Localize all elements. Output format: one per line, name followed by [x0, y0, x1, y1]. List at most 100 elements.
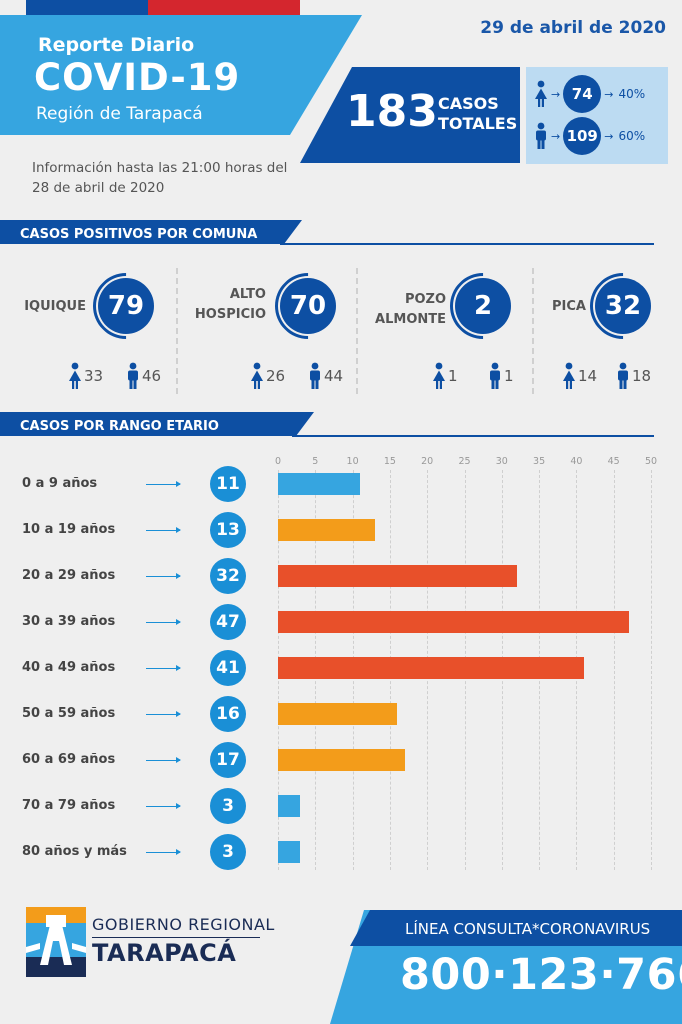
org-name-line2: TARAPACÁ	[92, 939, 237, 967]
comuna-total: 32	[595, 278, 651, 334]
age-bar	[278, 795, 301, 817]
report-region: Región de Tarapacá	[36, 104, 203, 124]
age-range-label: 10 a 19 años	[22, 522, 116, 537]
age-range-label: 70 a 79 años	[22, 798, 116, 813]
x-tick-label: 25	[458, 456, 471, 467]
x-tick-label: 35	[533, 456, 546, 467]
gender-breakdown: → 74 → 40% → 109 → 60%	[526, 67, 668, 164]
age-range-label: 60 a 69 años	[22, 752, 116, 767]
age-count-label: 41	[210, 650, 246, 686]
comunas-section-header	[0, 220, 654, 245]
age-bar	[278, 519, 375, 541]
comuna-name: PICA	[552, 299, 586, 314]
gridline	[613, 470, 615, 870]
comuna-total: 79	[98, 278, 154, 334]
comuna-male-stat: 46	[126, 362, 161, 390]
regional-government-logo	[26, 907, 86, 977]
age-bar	[278, 657, 584, 679]
header-background	[0, 15, 520, 163]
comuna-male-stat: 44	[308, 362, 343, 390]
female-percent: 40%	[618, 87, 646, 101]
comuna-total: 70	[280, 278, 336, 334]
arrow-icon	[146, 757, 181, 763]
age-range-label: 50 a 59 años	[22, 706, 116, 721]
comuna-female-stat: 14	[562, 362, 597, 390]
age-bar	[278, 611, 629, 633]
age-count-label: 3	[210, 788, 246, 824]
divider	[176, 268, 178, 394]
x-tick-label: 0	[274, 456, 282, 467]
male-row: → 109 → 60%	[534, 117, 645, 155]
arrow-icon	[146, 573, 181, 579]
hotline-background	[330, 910, 682, 1024]
comuna-male-stat: 1	[488, 362, 514, 390]
female-icon	[69, 362, 81, 389]
age-bar	[278, 749, 405, 771]
female-icon	[251, 362, 263, 389]
arrow-icon	[146, 619, 181, 625]
age-count-label: 3	[210, 834, 246, 870]
gridline	[651, 470, 652, 870]
age-count-label: 11	[210, 466, 246, 502]
arrow-icon	[146, 665, 181, 671]
comuna-name: ALTO HOSPICIO	[194, 287, 266, 322]
report-subtitle: Reporte Diario	[38, 34, 195, 56]
comuna-total: 2	[455, 278, 511, 334]
x-tick-label: 15	[383, 456, 396, 467]
age-bar	[278, 565, 517, 587]
flag-stripe-red	[148, 0, 300, 15]
x-tick-label: 30	[495, 456, 508, 467]
arrow-icon: →	[604, 129, 614, 143]
age-count-label: 32	[210, 558, 246, 594]
arrow-icon: →	[551, 129, 561, 143]
x-tick-label: 40	[570, 456, 583, 467]
org-name-line1: GOBIERNO REGIONAL	[92, 915, 275, 934]
comuna-name: POZO ALMONTE	[375, 292, 446, 327]
arrow-icon	[146, 711, 181, 717]
age-range-label: 40 a 49 años	[22, 660, 116, 675]
male-icon	[310, 362, 320, 389]
age-count-label: 17	[210, 742, 246, 778]
x-tick-label: 5	[312, 456, 319, 467]
update-info: Información hasta las 21:00 horas del 28…	[32, 160, 288, 196]
comunas-section-title: CASOS POSITIVOS POR COMUNA	[20, 227, 258, 242]
hotline-label: LÍNEA CONSULTA*CORONAVIRUS	[405, 920, 651, 938]
comuna-female-stat: 26	[250, 362, 285, 390]
male-icon	[128, 362, 138, 389]
arrow-icon: →	[551, 87, 561, 101]
female-row: → 74 → 40%	[534, 75, 645, 113]
arrow-icon	[146, 849, 181, 855]
age-count-label: 16	[210, 696, 246, 732]
comuna-female-stat: 1	[432, 362, 458, 390]
age-section-title: CASOS POR RANGO ETARIO	[20, 419, 219, 434]
female-icon	[563, 362, 575, 389]
male-percent: 60%	[618, 129, 646, 143]
male-count: 109	[563, 117, 602, 155]
x-tick-label: 20	[421, 456, 434, 467]
age-range-label: 80 años y más	[22, 844, 127, 859]
total-cases-label: CASOS TOTALES	[438, 94, 518, 133]
age-bar	[278, 703, 398, 725]
divider	[532, 268, 534, 394]
age-range-label: 30 a 39 años	[22, 614, 116, 629]
arrow-icon: →	[604, 87, 614, 101]
arrow-icon	[146, 527, 181, 533]
total-cases-number: 183	[346, 86, 438, 137]
x-tick-label: 45	[607, 456, 620, 467]
x-tick-label: 50	[644, 456, 658, 467]
comuna-male-stat: 18	[616, 362, 651, 390]
comuna-female-stat: 33	[68, 362, 103, 390]
comuna-name: IQUIQUE	[24, 299, 86, 314]
report-title: COVID-19	[34, 56, 241, 99]
age-bar	[278, 473, 361, 495]
age-count-label: 47	[210, 604, 246, 640]
age-range-label: 20 a 29 años	[22, 568, 116, 583]
flag-stripe-blue	[26, 0, 148, 15]
x-tick-label: 10	[346, 456, 359, 467]
male-icon	[536, 122, 546, 149]
age-count-label: 13	[210, 512, 246, 548]
age-range-label: 0 a 9 años	[22, 476, 98, 491]
age-section-header	[0, 412, 654, 437]
arrow-icon	[146, 481, 181, 487]
divider	[356, 268, 358, 394]
